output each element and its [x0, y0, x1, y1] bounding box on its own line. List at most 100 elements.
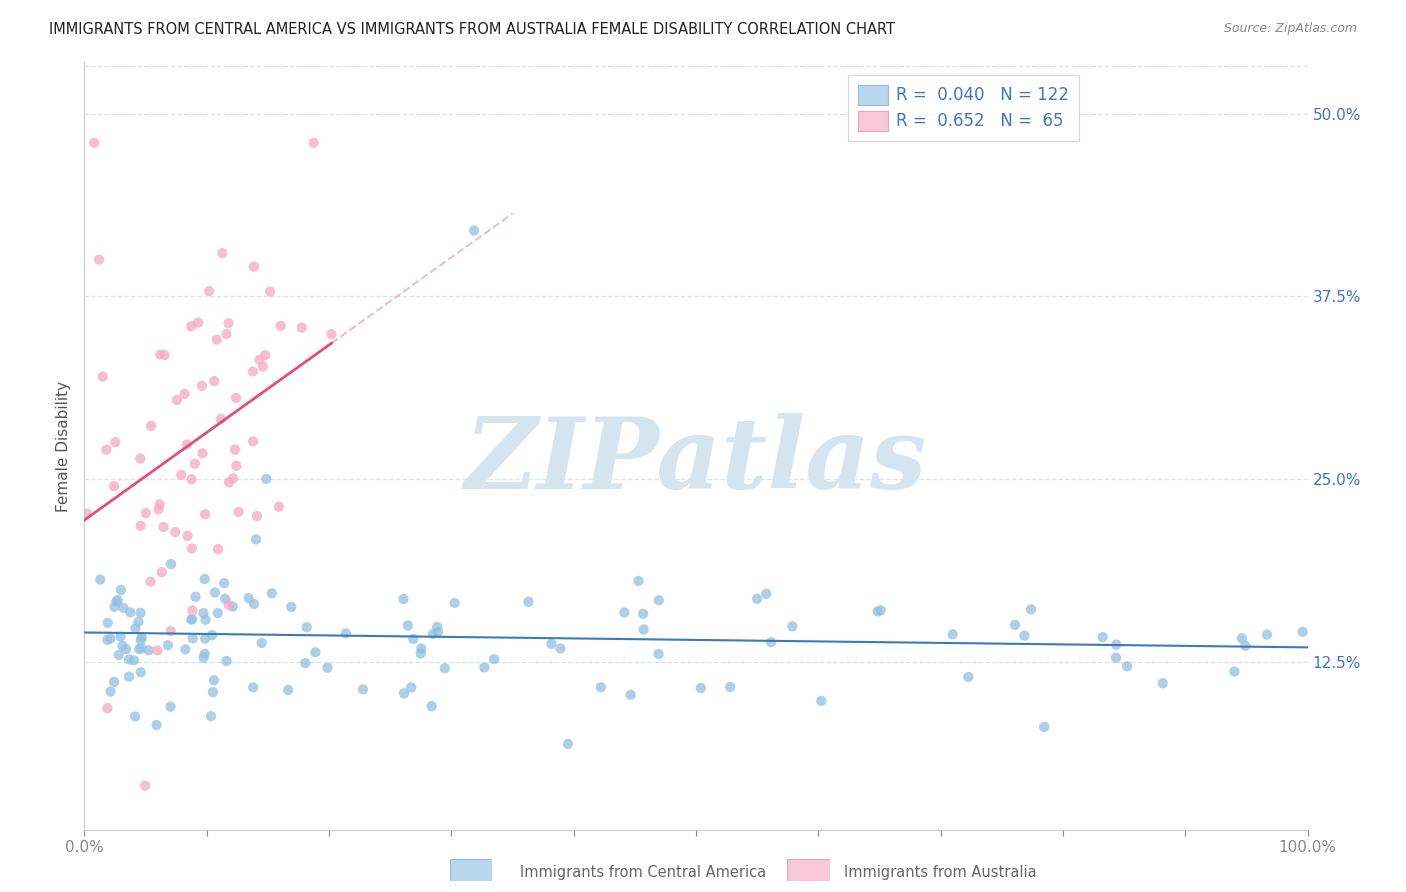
Point	[153, 348, 176, 362]
Point	[295, 620, 318, 634]
Point	[942, 627, 965, 641]
Point	[399, 681, 422, 695]
Point	[242, 681, 264, 695]
Point	[443, 596, 465, 610]
Point	[810, 694, 832, 708]
Point	[759, 635, 782, 649]
Point	[128, 642, 150, 657]
Point	[127, 615, 149, 629]
Point	[201, 685, 224, 699]
Point	[194, 647, 217, 661]
Point	[152, 520, 174, 534]
Text: Immigrants from Central America: Immigrants from Central America	[520, 865, 766, 880]
Point	[411, 641, 433, 656]
Point	[129, 641, 152, 656]
Point	[103, 599, 125, 614]
Point	[392, 592, 415, 607]
Point	[426, 620, 449, 634]
Point	[224, 442, 246, 457]
Point	[957, 670, 980, 684]
Point	[242, 364, 264, 378]
Point	[280, 599, 302, 614]
Point	[107, 648, 129, 662]
Point	[474, 660, 496, 674]
Point	[184, 590, 207, 604]
Point	[103, 674, 125, 689]
Point	[135, 506, 157, 520]
Point	[1116, 659, 1139, 673]
Point	[176, 437, 198, 451]
Point	[245, 533, 267, 547]
Point	[1105, 638, 1128, 652]
Point	[648, 593, 671, 607]
Point	[89, 573, 111, 587]
Point	[205, 333, 228, 347]
Point	[1004, 617, 1026, 632]
Point	[302, 136, 325, 150]
Point	[225, 458, 247, 473]
Point	[620, 688, 643, 702]
Point	[1091, 630, 1114, 644]
Point	[409, 647, 432, 661]
Point	[149, 497, 172, 511]
Point	[291, 320, 314, 334]
Point	[1105, 650, 1128, 665]
Legend: R =  0.040   N = 122, R =  0.652   N =  65: R = 0.040 N = 122, R = 0.652 N = 65	[848, 75, 1078, 141]
Point	[689, 681, 711, 695]
Point	[165, 524, 187, 539]
Point	[316, 660, 339, 674]
Point	[782, 619, 804, 633]
Point	[194, 572, 217, 586]
Point	[259, 285, 281, 299]
Point	[1014, 629, 1036, 643]
Point	[156, 638, 179, 652]
Point	[174, 642, 197, 657]
Point	[321, 327, 343, 342]
Point	[187, 316, 209, 330]
Point	[1019, 602, 1042, 616]
Point	[222, 599, 245, 614]
Point	[866, 605, 889, 619]
Point	[193, 650, 215, 665]
Point	[181, 603, 204, 617]
Point	[145, 718, 167, 732]
Point	[207, 542, 229, 557]
Point	[1033, 720, 1056, 734]
Point	[396, 618, 419, 632]
Point	[131, 631, 153, 645]
Point	[118, 670, 141, 684]
Point	[215, 654, 238, 668]
Point	[869, 603, 891, 617]
Point	[207, 606, 229, 620]
Point	[104, 435, 127, 450]
Point	[557, 737, 579, 751]
Point	[129, 633, 152, 648]
Point	[118, 652, 141, 666]
Point	[718, 680, 741, 694]
Point	[184, 457, 207, 471]
Point	[243, 260, 266, 274]
Point	[218, 316, 240, 330]
Point	[194, 613, 217, 627]
Point	[218, 598, 240, 612]
Point	[209, 411, 232, 425]
Point	[173, 387, 195, 401]
Point	[1234, 639, 1257, 653]
Point	[148, 502, 170, 516]
Point	[176, 529, 198, 543]
Point	[335, 626, 357, 640]
Point	[267, 500, 290, 514]
Point	[427, 625, 450, 640]
Point	[294, 656, 316, 670]
Point	[246, 509, 269, 524]
Point	[129, 451, 152, 466]
Point	[402, 632, 425, 646]
Point	[100, 684, 122, 698]
Point	[242, 434, 264, 449]
Point	[202, 374, 225, 388]
Point	[134, 779, 156, 793]
Point	[260, 586, 283, 600]
Point	[170, 467, 193, 482]
Point	[1291, 624, 1313, 639]
Point	[181, 612, 204, 626]
